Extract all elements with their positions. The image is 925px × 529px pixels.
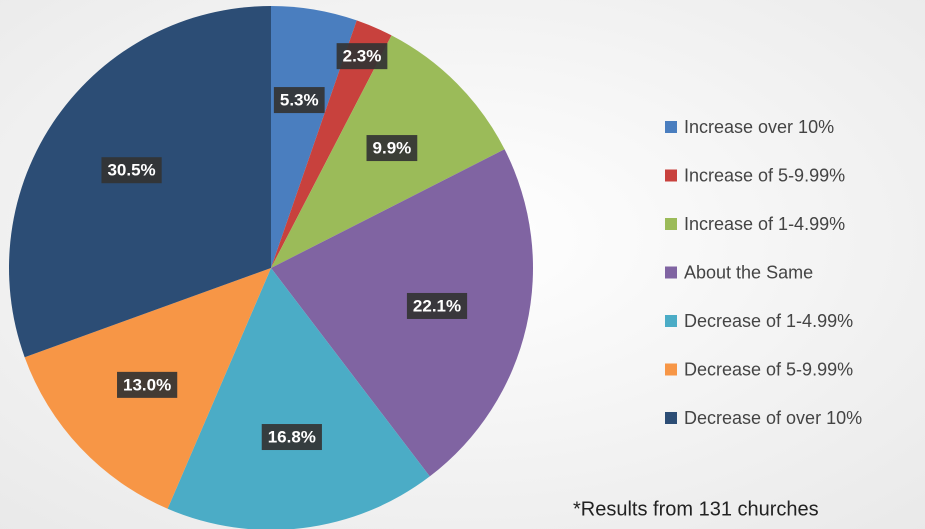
data-labels: 5.3% 2.3% 9.9% 22.1% 16.8% 13.0% 30.5% (101, 43, 468, 451)
data-label: 13.0% (123, 375, 171, 394)
data-label: 30.5% (107, 161, 155, 180)
data-label-box (261, 424, 322, 451)
data-label-box (117, 371, 178, 398)
data-label-box (366, 135, 418, 162)
data-label: 16.8% (268, 428, 316, 447)
data-label-box (101, 157, 162, 184)
legend-swatch (665, 218, 677, 230)
legend-label: About the Same (684, 262, 813, 282)
legend-label: Decrease of 5-9.99% (684, 359, 853, 379)
pie-slice (167, 268, 430, 529)
legend-swatch (665, 412, 677, 424)
legend-label: Decrease of over 10% (684, 408, 862, 428)
data-label-box (406, 292, 468, 319)
data-label: 2.3% (343, 47, 382, 66)
data-label-box (273, 87, 325, 114)
legend-swatch (665, 363, 677, 376)
pie-slice (271, 20, 392, 268)
legend-swatch (665, 266, 677, 279)
legend-swatch (665, 121, 677, 133)
pie (9, 6, 533, 529)
data-label-box (336, 43, 388, 70)
pie-slice (271, 149, 533, 477)
data-label: 5.3% (280, 91, 319, 110)
legend-label: Decrease of 1-4.99% (684, 311, 853, 331)
legend-swatch (665, 169, 677, 182)
legend-label: Increase of 1-4.99% (684, 214, 845, 234)
legend: Increase over 10% Increase of 5-9.99% Incr… (665, 117, 862, 428)
legend-label: Increase of 5-9.99% (684, 165, 845, 185)
data-label: 22.1% (413, 296, 461, 315)
legend-label: Increase over 10% (684, 117, 834, 137)
data-label: 9.9% (373, 139, 412, 158)
pie-slice (271, 6, 357, 268)
annotation: *Results from 131 churches (573, 498, 819, 520)
legend-swatch (665, 315, 677, 327)
